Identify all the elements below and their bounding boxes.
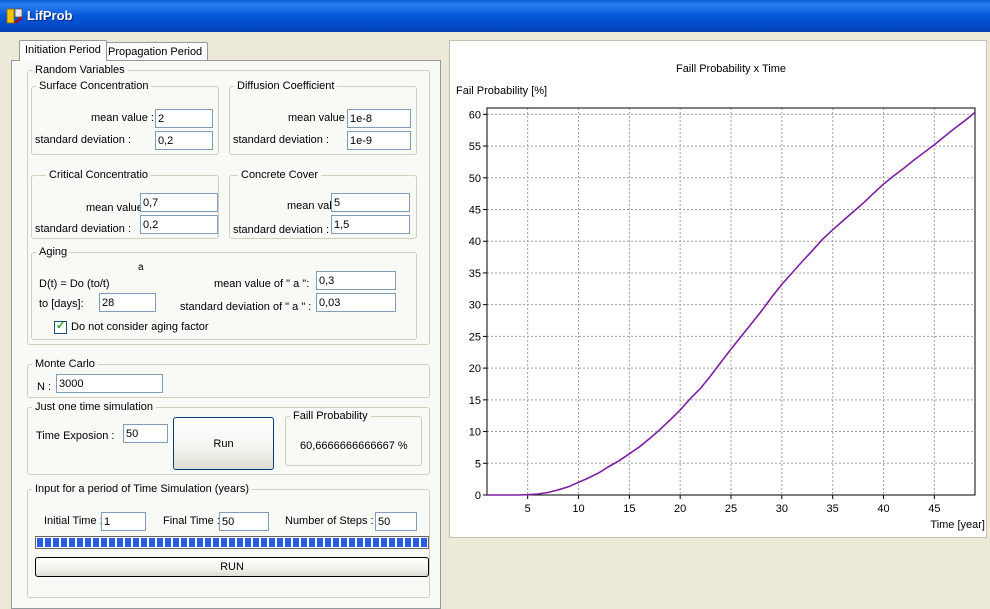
fail-probability-group: Faill Probability [285,410,422,466]
tab-propagation-period[interactable]: Propagation Period [102,42,209,61]
diffusion-mean-input[interactable] [347,109,411,128]
cover-sd-input[interactable] [331,215,410,234]
surface-sd-input[interactable] [155,131,213,150]
critical-concentration-legend: Critical Concentratio [49,169,149,181]
time-exposion-input[interactable] [123,424,168,443]
steps-label: Number of Steps : [285,515,374,527]
aging-to-label: to [days]: [39,298,84,310]
y-tick-label: 40 [469,236,481,248]
final-time-input[interactable] [219,512,269,531]
title-bar: LifProb [0,0,990,32]
period-simulation-group: Input for a period of Time Simulation (y… [27,483,430,598]
single-simulation-group: Just one time simulation [27,401,430,475]
y-tick-label: 0 [475,490,481,502]
window-title: LifProb [27,8,73,23]
y-tick-label: 50 [469,173,481,185]
y-tick-label: 45 [469,205,481,217]
x-tick-label: 25 [725,503,737,515]
initial-time-input[interactable] [101,512,146,531]
monte-carlo-n-input[interactable] [56,374,163,393]
random-variables-legend: Random Variables [35,64,125,76]
diffusion-sd-input[interactable] [347,131,411,150]
aging-checkbox[interactable]: ✓ [54,320,67,334]
run-period-button[interactable]: RUN [35,557,429,577]
cover-mean-input[interactable] [331,193,410,212]
y-tick-label: 20 [469,363,481,375]
period-simulation-legend: Input for a period of Time Simulation (y… [35,483,249,495]
random-variables-group: Random Variables [27,64,430,345]
aging-group: Aging [31,246,417,340]
surface-concentration-group: Surface Concentration [31,80,219,155]
checkmark-icon: ✓ [56,320,66,332]
aging-sd-a-label: standard deviation of " a " : [180,301,312,313]
run-single-button[interactable]: Run [173,417,274,470]
fail-probability-value: 60,6666666666667 % [300,440,408,452]
aging-sd-a-input[interactable] [316,293,396,312]
plot-area [486,107,976,496]
y-tick-label: 60 [469,109,481,121]
chart-panel: Faill Probability x Time Fail Probabilit… [449,40,987,538]
y-tick-label: 10 [469,427,481,439]
y-tick-label: 55 [469,141,481,153]
cover-sd-label: standard deviation : [233,224,330,236]
fail-probability-legend: Faill Probability [293,410,368,422]
surface-concentration-legend: Surface Concentration [39,80,149,92]
diffusion-mean-label: mean value : [288,112,351,124]
progress-fill [37,538,427,547]
chart-title: Faill Probability x Time [676,63,786,75]
monte-carlo-legend: Monte Carlo [35,358,95,370]
critical-mean-input[interactable] [140,193,218,212]
diffusion-coefficient-legend: Diffusion Coefficient [237,80,335,92]
chart-x-axis-label: Time [year] [930,519,985,531]
time-exposion-label: Time Exposion : [36,430,115,442]
final-time-label: Final Time : [163,515,220,527]
progress-bar [35,536,429,549]
x-tick-label: 45 [928,503,940,515]
critical-concentration-group: Critical Concentratio [31,169,219,239]
y-tick-label: 25 [469,331,481,343]
aging-checkbox-label: Do not consider aging factor [71,321,209,333]
tab-initiation-period[interactable]: Initiation Period [19,40,107,61]
surface-mean-label: mean value : [91,112,154,124]
x-tick-label: 5 [525,503,531,515]
app-icon [6,8,23,24]
surface-sd-label: standard deviation : [35,134,132,146]
aging-to-input[interactable] [99,293,156,312]
aging-exponent: a [138,262,144,273]
diffusion-sd-label: standard deviation : [233,134,330,146]
chart-y-axis-label: Fail Probability [%] [456,85,547,97]
steps-input[interactable] [375,512,417,531]
aging-formula: D(t) = Do (to/t) [39,278,110,290]
x-tick-label: 30 [776,503,788,515]
x-tick-label: 35 [827,503,839,515]
aging-legend: Aging [39,246,68,258]
critical-sd-label: standard deviation : [35,223,132,235]
x-tick-label: 20 [674,503,686,515]
y-tick-label: 15 [469,395,481,407]
y-tick-label: 5 [475,458,481,470]
monte-carlo-group: Monte Carlo [27,358,430,398]
series-line [487,111,976,496]
critical-mean-label: mean value : [86,202,149,214]
single-simulation-legend: Just one time simulation [35,401,153,413]
surface-mean-input[interactable] [155,109,213,128]
initial-time-label: Initial Time : [44,515,103,527]
concrete-cover-legend: Concrete Cover [241,169,319,181]
x-tick-label: 40 [877,503,889,515]
diffusion-coefficient-group: Diffusion Coefficient [229,80,417,155]
monte-carlo-n-label: N : [37,381,52,393]
aging-mean-a-input[interactable] [316,271,396,290]
y-tick-label: 35 [469,268,481,280]
critical-sd-input[interactable] [140,215,218,234]
concrete-cover-group: Concrete Cover [229,169,417,239]
x-tick-label: 10 [572,503,584,515]
x-tick-label: 15 [623,503,635,515]
probability-chart: Faill Probability x Time Fail Probabilit… [456,63,985,531]
aging-mean-a-label: mean value of " a ": [214,278,310,290]
y-tick-label: 30 [469,300,481,312]
